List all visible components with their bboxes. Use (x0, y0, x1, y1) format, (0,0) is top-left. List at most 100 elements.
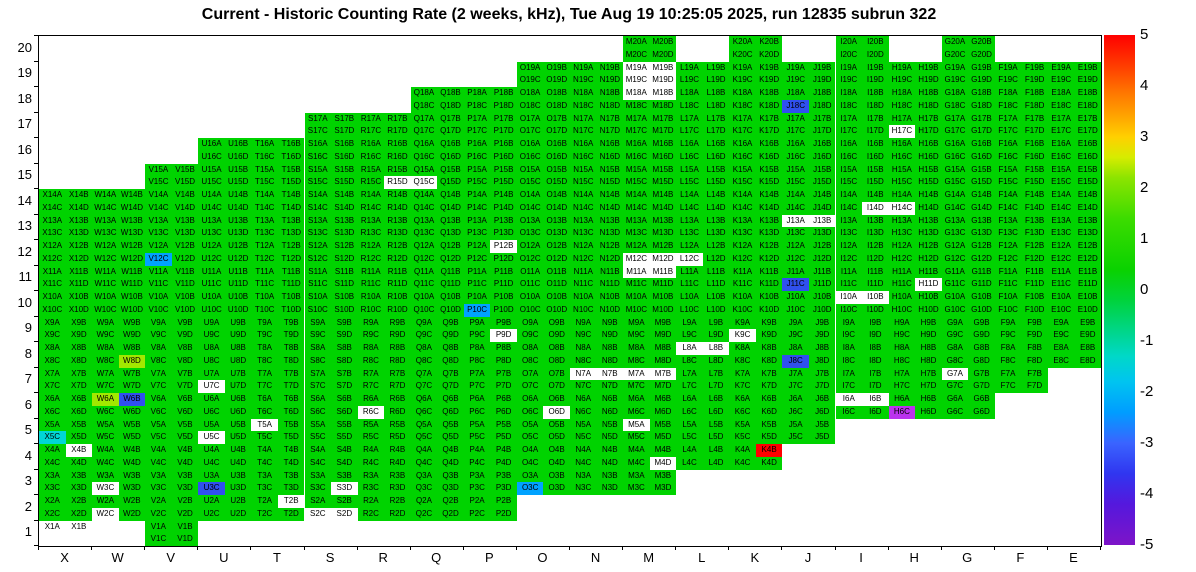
bin-F8D: F8D (1021, 354, 1048, 368)
bin-L15C: L15C (676, 176, 703, 189)
bin-P17A: P17A (463, 112, 491, 126)
bin-J7A: J7A (782, 367, 809, 381)
bin-N10D: N10D (596, 303, 624, 317)
bin-M18B: M18B (649, 87, 677, 100)
bin-R17B: R17B (384, 112, 411, 126)
bin-W3D: W3D (118, 482, 146, 495)
bin-R8B: R8B (384, 342, 411, 355)
bin-R17A: R17A (357, 112, 385, 126)
bin-M6D: M6D (649, 405, 677, 419)
bin-K5D: K5D (755, 431, 783, 444)
bin-U13D: U13D (224, 227, 252, 240)
bin-N3A: N3A (570, 469, 597, 483)
bin-O6C: O6C (516, 405, 544, 419)
bin-F16C: F16C (994, 150, 1022, 164)
bin-P6B: P6B (490, 393, 517, 406)
bin-J5A: J5A (782, 418, 809, 432)
bin-P9A: P9A (463, 316, 491, 330)
bin-Q15B: Q15B (437, 163, 464, 177)
colorbar-tick--3: -3 (1140, 434, 1154, 451)
bin-W6D: W6D (118, 405, 146, 419)
bin-F19B: F19B (1021, 61, 1048, 75)
bin-O11D: O11D (543, 278, 570, 291)
bin-Q17B: Q17B (437, 112, 464, 126)
bin-G18A: G18A (941, 87, 969, 100)
bin-J15B: J15B (808, 163, 836, 177)
bin-R4D: R4D (384, 456, 411, 470)
bin-P17C: P17C (463, 125, 491, 138)
bin-O19B: O19B (543, 61, 570, 75)
bin-I19A: I19A (835, 61, 863, 75)
y-axis-tick (34, 392, 38, 393)
y-axis-tick (34, 494, 38, 495)
y-axis-label-19: 19 (17, 65, 32, 81)
bin-N9B: N9B (596, 316, 624, 330)
bin-T13A: T13A (251, 214, 278, 228)
bin-S12A: S12A (304, 240, 332, 253)
bin-M18D: M18D (649, 99, 677, 113)
bin-I9B: I9B (862, 316, 889, 330)
bin-S14C: S14C (304, 201, 332, 215)
bin-N9A: N9A (570, 316, 597, 330)
bin-G17D: G17D (968, 125, 995, 138)
bin-S12C: S12C (304, 252, 332, 266)
bin-F14A: F14A (994, 189, 1022, 202)
bin-L14C: L14C (676, 201, 703, 215)
bin-Q7A: Q7A (410, 367, 438, 381)
bin-S6B: S6B (331, 393, 358, 406)
bin-I18A: I18A (835, 87, 863, 100)
bin-P7B: P7B (490, 367, 517, 381)
bin-L17B: L17B (702, 112, 730, 126)
bin-U8C: U8C (198, 354, 225, 368)
bin-M10D: M10D (649, 303, 677, 317)
bin-I15B: I15B (862, 163, 889, 177)
bin-I11B: I11B (862, 265, 889, 279)
bin-M11C: M11C (623, 278, 650, 291)
bin-H15D: H15D (915, 176, 942, 189)
y-axis-tick (34, 545, 38, 546)
y-axis-label-3: 3 (24, 473, 32, 489)
x-axis-tick (569, 546, 570, 550)
bin-K6C: K6C (729, 405, 756, 419)
bin-O8C: O8C (516, 354, 544, 368)
bin-S9D: S9D (331, 329, 358, 342)
bin-F10A: F10A (994, 291, 1022, 304)
bin-P14C: P14C (463, 201, 491, 215)
bin-N8C: N8C (570, 354, 597, 368)
bin-S7B: S7B (331, 367, 358, 381)
bin-I19B: I19B (862, 61, 889, 75)
bin-O19C: O19C (516, 74, 544, 87)
bin-S2C: S2C (304, 507, 332, 521)
bin-N18A: N18A (570, 87, 597, 100)
bin-M9A: M9A (623, 316, 650, 330)
bin-G18C: G18C (941, 99, 969, 113)
bin-P10A: P10A (463, 291, 491, 304)
bin-U6B: U6B (224, 393, 252, 406)
bin-M11D: M11D (649, 278, 677, 291)
bin-L9B: L9B (702, 316, 730, 330)
y-axis-label-2: 2 (24, 498, 32, 514)
bin-I19C: I19C (835, 74, 863, 87)
bin-O10B: O10B (543, 291, 570, 304)
y-axis-tick (34, 111, 38, 113)
bin-I8B: I8B (862, 342, 889, 355)
bin-G19C: G19C (941, 74, 969, 87)
bin-V11B: V11B (171, 265, 199, 279)
bin-G10B: G10B (968, 291, 995, 304)
bin-O4B: O4B (543, 444, 570, 457)
bin-X7B: X7B (65, 367, 93, 381)
bin-S10A: S10A (304, 291, 332, 304)
bin-N19B: N19B (596, 61, 624, 75)
bin-R2D: R2D (384, 507, 411, 521)
bin-W11C: W11C (92, 278, 119, 291)
bin-O19A: O19A (516, 61, 544, 75)
bin-Q12B: Q12B (437, 240, 464, 253)
bin-P12D: P12D (490, 252, 517, 266)
bin-E11A: E11A (1047, 265, 1075, 279)
bin-X9C: X9C (39, 329, 66, 342)
bin-W9B: W9B (118, 316, 146, 330)
bin-W6A: W6A (92, 393, 119, 406)
bin-F19C: F19C (994, 74, 1022, 87)
bin-R15B: R15B (384, 163, 411, 177)
bin-M5A: M5A (623, 418, 650, 432)
